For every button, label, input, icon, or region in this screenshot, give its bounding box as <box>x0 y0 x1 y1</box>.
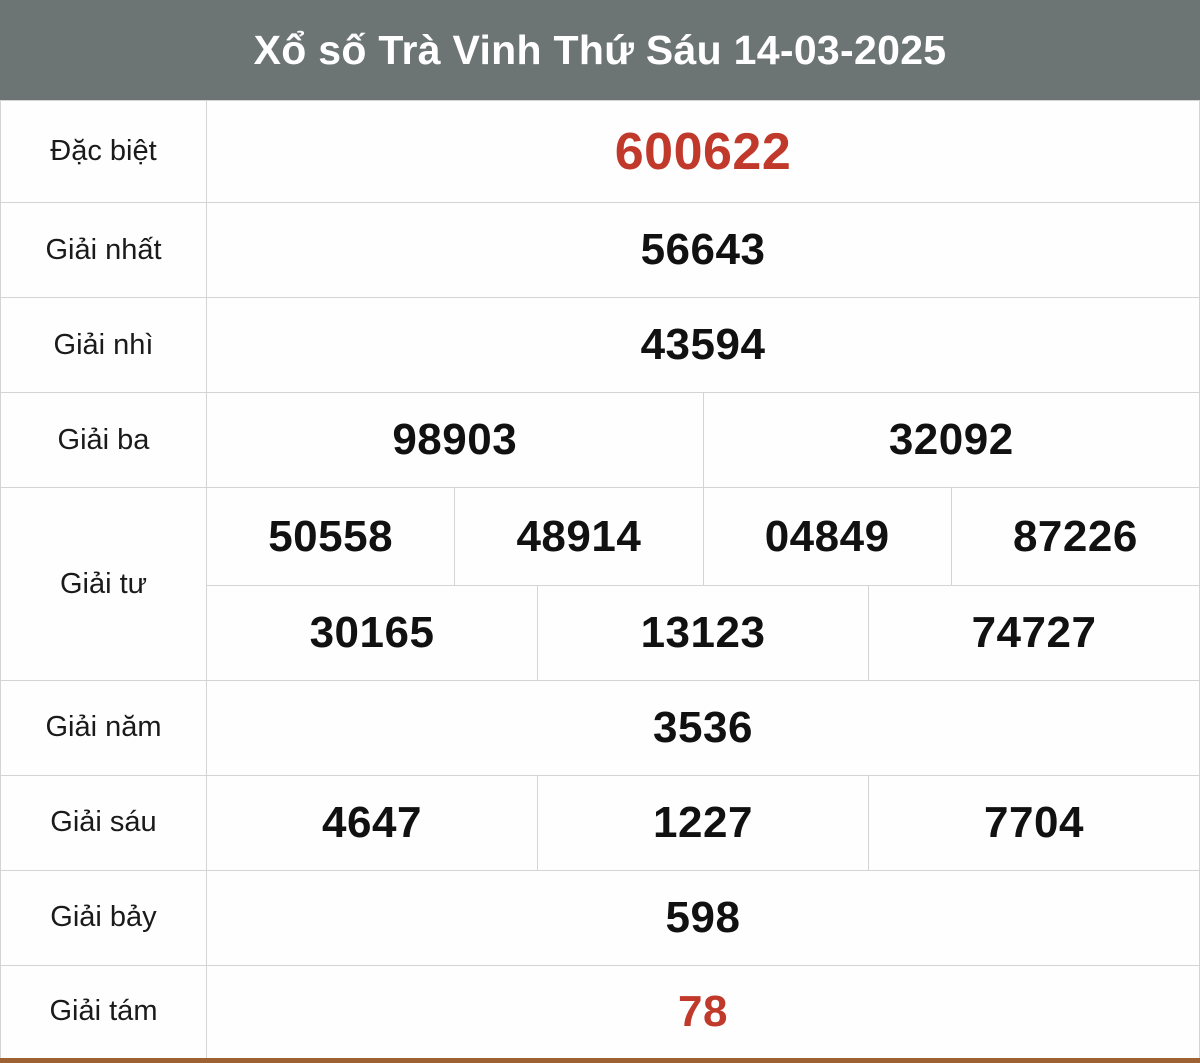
prize-value-second: 43594 <box>206 297 1200 394</box>
table-row-first: Giải nhất 56643 <box>0 202 1200 299</box>
table-row-fourth-b: 30165 13123 74727 <box>1 584 1200 681</box>
prize-value-sixth-1: 4647 <box>206 774 538 871</box>
table-row-seventh: Giải bảy 598 <box>0 869 1200 966</box>
table-row-third: Giải ba 98903 32092 <box>0 392 1200 489</box>
prize-label-fifth: Giải năm <box>0 679 207 776</box>
prize-label-sixth: Giải sáu <box>0 774 207 871</box>
prize-label-fourth: Giải tư <box>0 487 207 681</box>
prize-label-special: Đặc biệt <box>0 99 207 204</box>
table-row-eighth: Giải tám 78 <box>0 964 1200 1062</box>
page-title: Xổ số Trà Vinh Thứ Sáu 14-03-2025 <box>253 26 947 73</box>
prize-label-first: Giải nhất <box>0 202 207 299</box>
prize-value-fourth-1: 50558 <box>205 487 456 586</box>
prize-value-fourth-4: 87226 <box>950 487 1200 586</box>
table-row-special: Đặc biệt 600622 <box>0 99 1200 204</box>
prize-value-fourth-7: 74727 <box>868 584 1200 681</box>
prize-label-third: Giải ba <box>0 392 207 489</box>
prize-value-seventh: 598 <box>206 869 1200 966</box>
prize-value-third-1: 98903 <box>206 392 704 489</box>
result-header: Xổ số Trà Vinh Thứ Sáu 14-03-2025 <box>0 0 1200 100</box>
prize-value-first: 56643 <box>206 202 1200 299</box>
table-row-second: Giải nhì 43594 <box>0 297 1200 394</box>
prize-value-eighth: 78 <box>206 964 1200 1062</box>
prize-value-sixth-2: 1227 <box>537 774 869 871</box>
prize-label-eighth: Giải tám <box>0 964 207 1062</box>
prize-value-sixth-3: 7704 <box>868 774 1200 871</box>
prize-label-second: Giải nhì <box>0 297 207 394</box>
prize-value-fourth-6: 13123 <box>537 584 869 681</box>
lottery-result-table: Đặc biệt 600622 Giải nhất 56643 Giải nhì… <box>0 99 1200 1063</box>
prize-value-special: 600622 <box>206 99 1200 204</box>
prize-value-fourth-3: 04849 <box>702 487 952 586</box>
prize-label-seventh: Giải bảy <box>0 869 207 966</box>
prize-value-fourth-5: 30165 <box>206 584 538 681</box>
table-row-fifth: Giải năm 3536 <box>0 679 1200 776</box>
table-row-sixth: Giải sáu 4647 1227 7704 <box>0 774 1200 871</box>
prize-value-third-2: 32092 <box>702 392 1200 489</box>
prize-value-fifth: 3536 <box>206 679 1200 776</box>
table-row-fourth-a: Giải tư 50558 48914 04849 87226 <box>0 487 1200 681</box>
prize-value-fourth-2: 48914 <box>454 487 704 586</box>
